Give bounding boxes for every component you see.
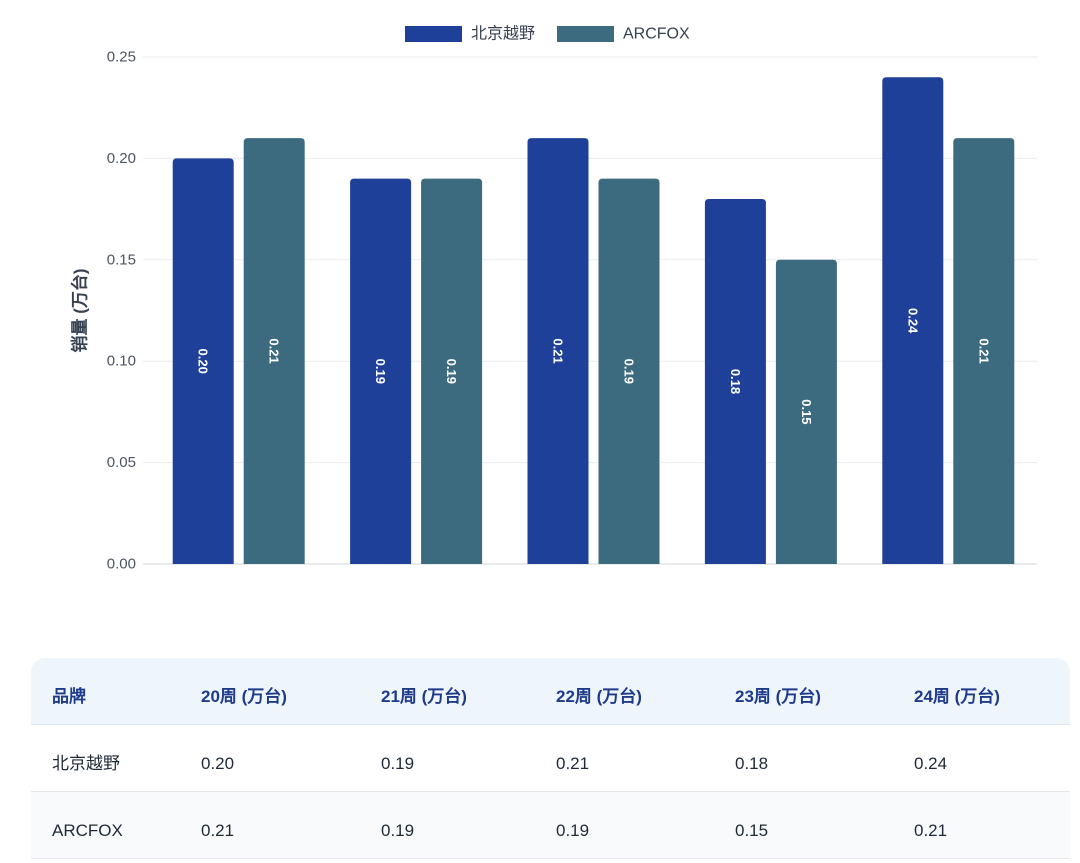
table-cell-value: 0.19 (535, 791, 714, 859)
bar-value-label-series-1-group-3: 0.21 (551, 338, 566, 363)
bar-value-label-series-1-group-2: 0.19 (373, 359, 388, 384)
bar-value-label-series-1-group-1: 0.20 (196, 349, 211, 374)
table-row: ARCFOX 0.21 0.19 0.19 0.15 0.21 (31, 791, 1070, 859)
bar-value-label-series-2-group-5: 0.21 (976, 338, 991, 363)
bar-value-label-series-2-group-2: 0.19 (444, 359, 459, 384)
table-header-brand: 品牌 (31, 658, 180, 725)
bar-series-2-group-2[interactable] (421, 178, 483, 564)
table-cell-value: 0.24 (893, 724, 1070, 792)
y-tick-label: 0.05 (107, 454, 136, 471)
bar-series-2-group-1[interactable] (243, 138, 305, 564)
y-tick-label: 0.10 (107, 353, 136, 370)
legend-item-series-1[interactable]: 北京越野 (405, 25, 535, 43)
table-cell-value: 0.21 (180, 791, 360, 859)
table-header-week-22: 22周 (万台) (535, 658, 714, 725)
table-cell-brand: 北京越野 (31, 724, 180, 792)
sales-table: 品牌 20周 (万台) 21周 (万台) 22周 (万台) 23周 (万台) 2… (31, 658, 1070, 859)
table-row: 北京越野 0.20 0.19 0.21 0.18 0.24 (31, 724, 1070, 792)
chart-legend: 北京越野 ARCFOX (405, 25, 690, 43)
legend-swatch (557, 26, 614, 42)
table-header-row: 品牌 20周 (万台) 21周 (万台) 22周 (万台) 23周 (万台) 2… (31, 658, 1070, 725)
table-cell-value: 0.20 (180, 724, 360, 792)
bar-value-label-series-1-group-4: 0.18 (728, 369, 743, 394)
bar-series-1-group-5[interactable] (882, 77, 944, 564)
y-axis-title: 销量 (万台) (70, 268, 90, 352)
bar-value-label-series-2-group-3: 0.19 (622, 359, 637, 384)
bars (172, 77, 1015, 564)
y-tick-label: 0.20 (107, 150, 136, 167)
bar-value-labels: 0.20 0.19 0.21 0.18 0.24 0.21 0.19 0.19 0.15 0.21 (196, 308, 992, 425)
sales-table-container: 品牌 20周 (万台) 21周 (万台) 22周 (万台) 23周 (万台) 2… (31, 658, 1070, 859)
y-tick-label: 0.15 (107, 251, 136, 268)
bar-series-1-group-2[interactable] (350, 178, 412, 564)
table-cell-value: 0.15 (714, 791, 893, 859)
legend-label: ARCFOX (623, 26, 690, 43)
y-axis-ticks: 0.00 0.05 0.10 0.15 0.20 0.25 (107, 49, 136, 573)
bar-series-2-group-3[interactable] (598, 178, 660, 564)
bar-value-label-series-2-group-4: 0.15 (799, 399, 814, 424)
bar-series-2-group-4[interactable] (775, 259, 837, 564)
bar-series-1-group-1[interactable] (172, 158, 234, 564)
bar-value-label-series-2-group-1: 0.21 (267, 338, 282, 363)
bar-series-1-group-4[interactable] (704, 198, 766, 564)
y-tick-label: 0.25 (107, 49, 136, 66)
table-cell-value: 0.21 (535, 724, 714, 792)
table-header-week-21: 21周 (万台) (360, 658, 535, 725)
table-header-week-23: 23周 (万台) (714, 658, 893, 725)
legend-swatch (405, 26, 462, 42)
legend-item-series-2[interactable]: ARCFOX (557, 26, 690, 43)
bar-series-2-group-5[interactable] (953, 138, 1015, 564)
table-cell-value: 0.18 (714, 724, 893, 792)
bar-series-1-group-3[interactable] (527, 138, 589, 564)
table-header-week-20: 20周 (万台) (180, 658, 360, 725)
table-cell-value: 0.19 (360, 724, 535, 792)
table-cell-value: 0.19 (360, 791, 535, 859)
table-cell-value: 0.21 (893, 791, 1070, 859)
y-tick-label: 0.00 (107, 556, 136, 573)
table-header-week-24: 24周 (万台) (893, 658, 1070, 725)
table-cell-brand: ARCFOX (31, 791, 180, 859)
bar-value-label-series-1-group-5: 0.24 (905, 308, 920, 334)
legend-label: 北京越野 (471, 25, 535, 43)
grouped-bar-chart: 0.00 0.05 0.10 0.15 0.20 0.25 0.20 0.19 0.21 0.1… (70, 25, 1037, 573)
